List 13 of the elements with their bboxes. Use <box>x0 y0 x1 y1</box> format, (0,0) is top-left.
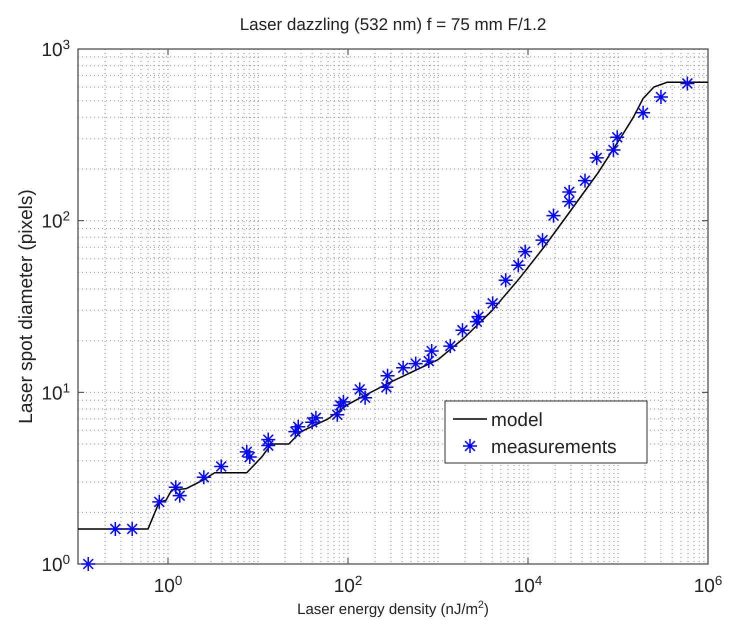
x-tick-label: 10$^{0}$ <box>154 572 182 597</box>
y-axis-title: Laser spot diameter (pixels) <box>16 189 37 424</box>
chart-title: Laser dazzling (532 nm) f = 75 mm F/1.2 <box>240 15 546 34</box>
y-tick-label: 10$^{3}$ <box>41 36 70 61</box>
x-axis-title: Laser energy density (nJ/m$^{2}$) <box>297 599 489 618</box>
y-tick-label: 10$^{1}$ <box>41 380 70 404</box>
y-tick-label: 10$^{2}$ <box>41 208 70 233</box>
legend-label: measurements <box>491 437 617 458</box>
x-tick-label: 10$^{6}$ <box>694 572 722 597</box>
x-tick-label: 10$^{4}$ <box>514 572 542 597</box>
x-tick-label: 10$^{2}$ <box>334 572 362 597</box>
y-tick-label: 10$^{0}$ <box>41 552 70 576</box>
legend-label: model <box>491 410 543 431</box>
